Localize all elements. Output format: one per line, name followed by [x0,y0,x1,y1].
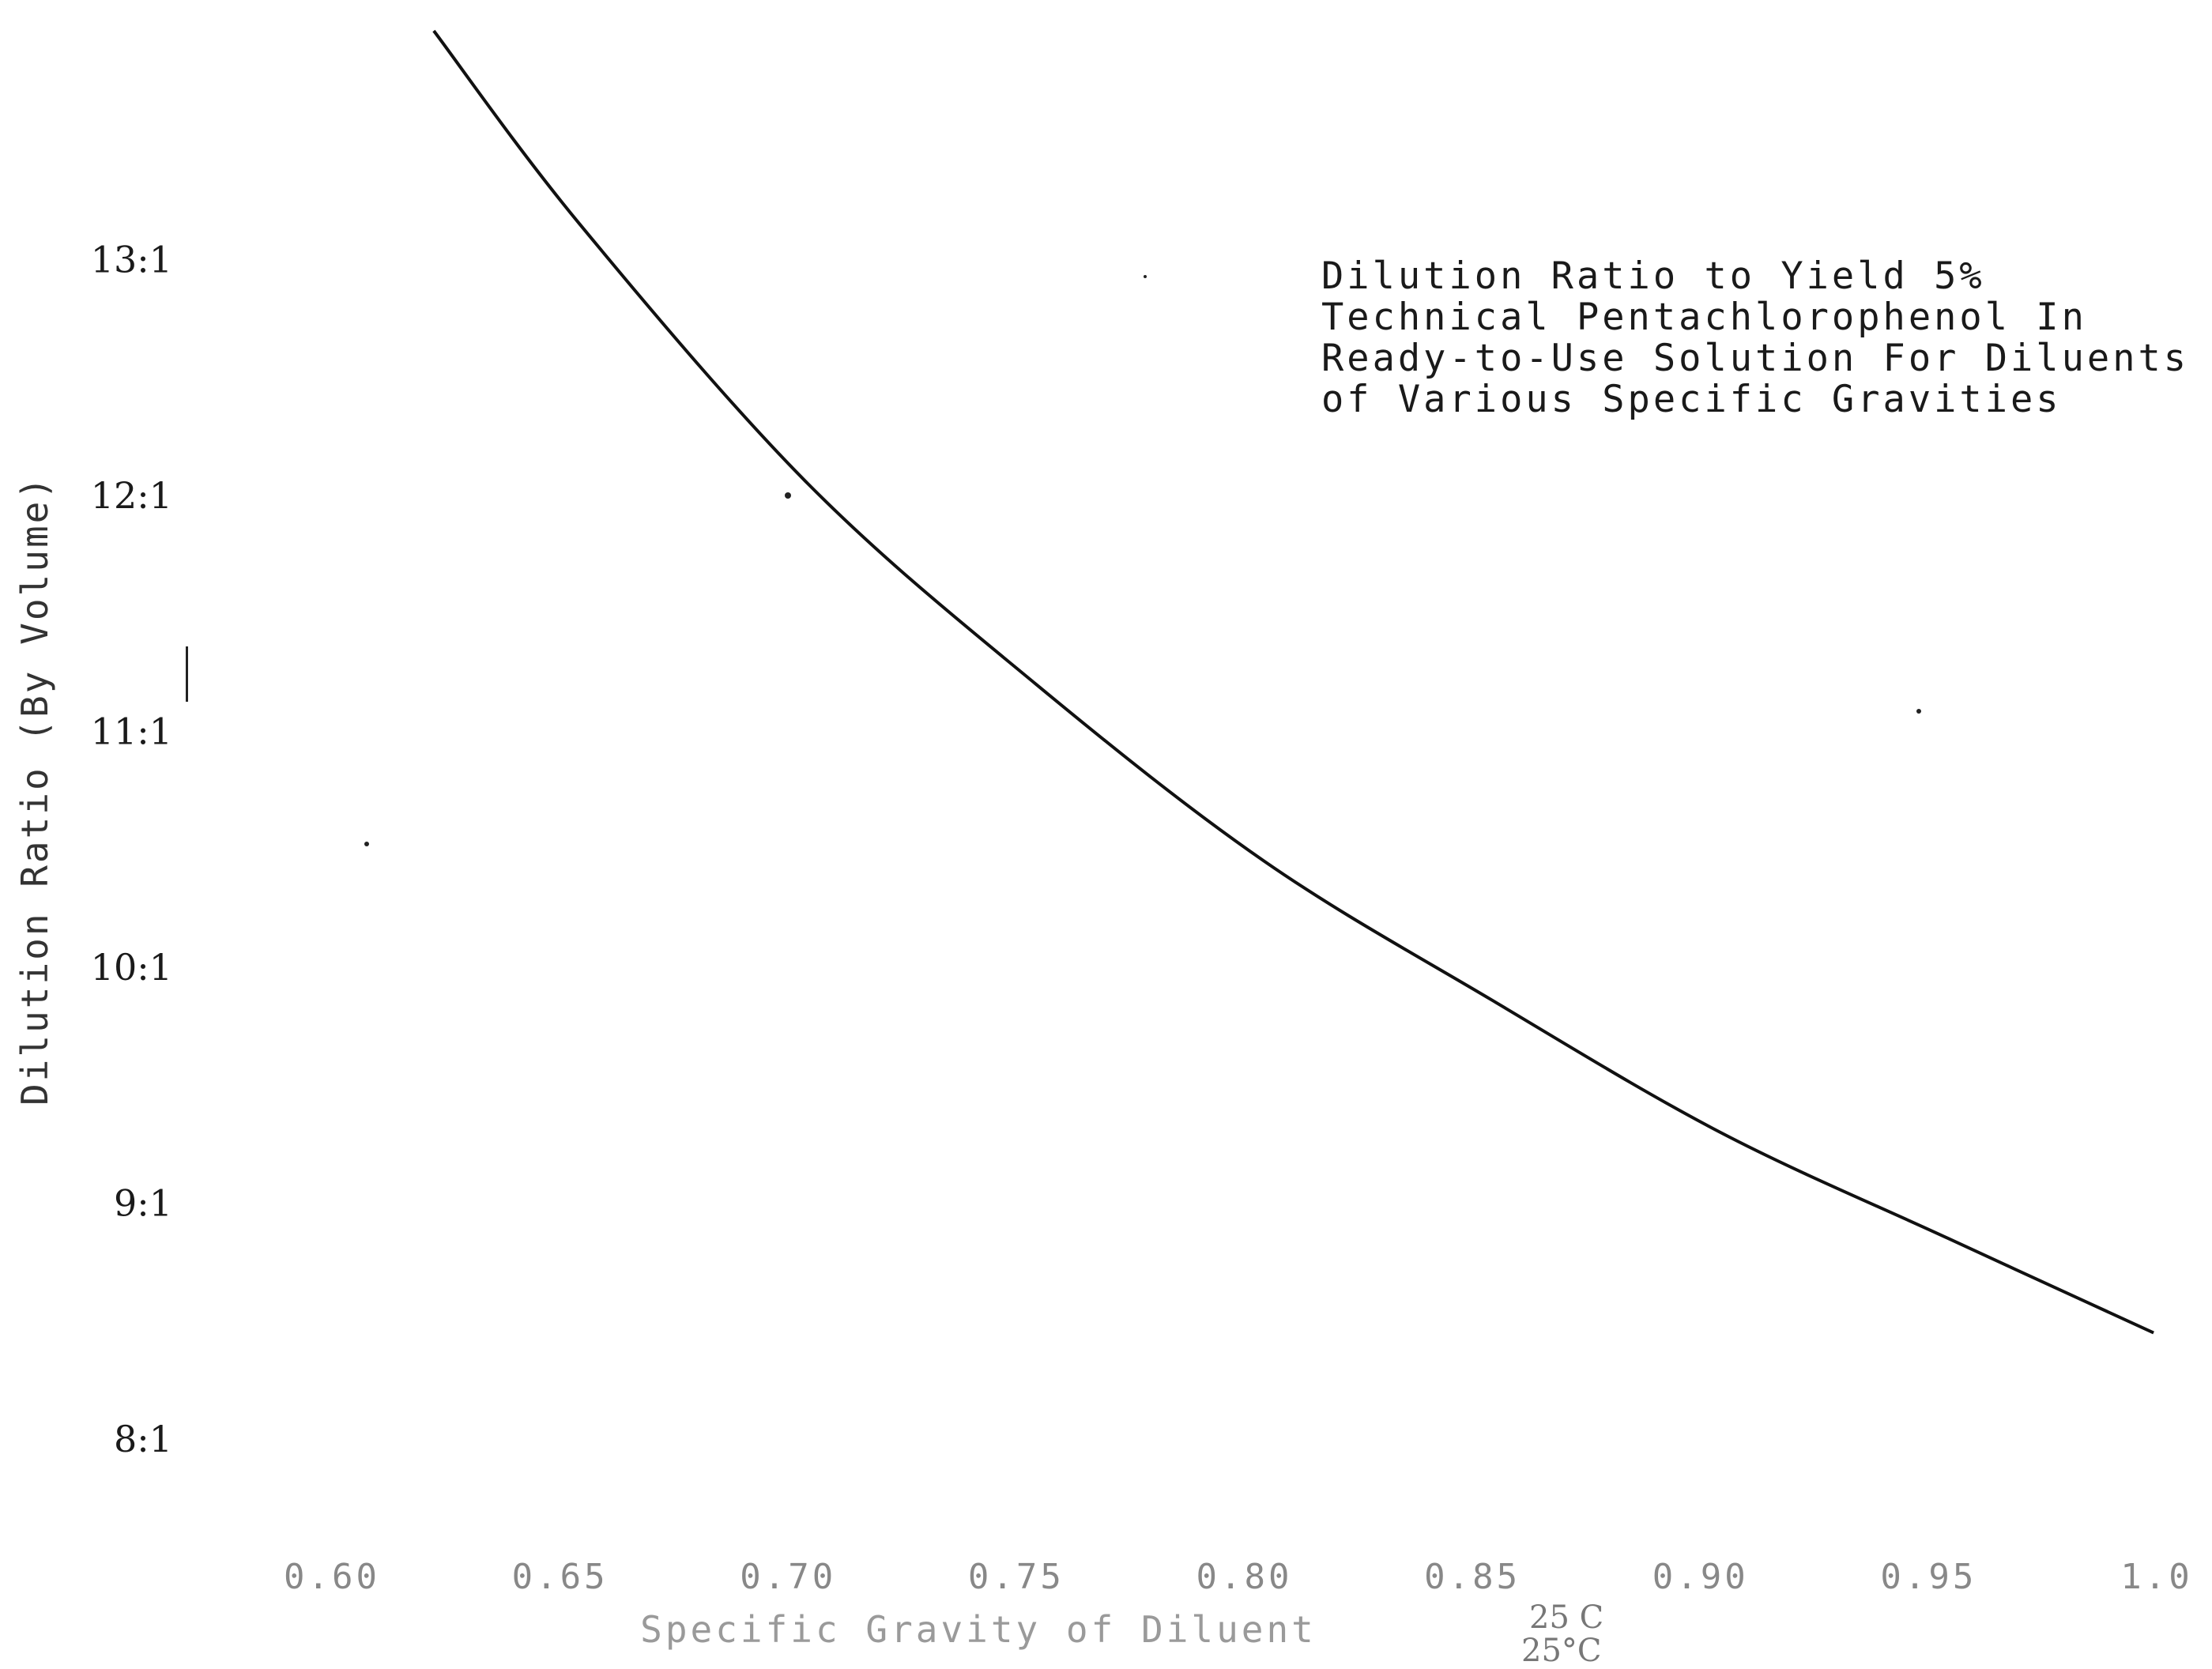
x-axis-label: Specific Gravity of Diluent [640,1608,1317,1651]
scan-mark [186,646,188,702]
x-tick-label: 0.90 [1652,1557,1749,1597]
y-tick-labels: 8:1 9:1 10:1 11:1 12:1 13:1 [91,238,172,1460]
x-unit-label-top: 25 C [1529,1599,1603,1636]
y-tick-label: 12:1 [91,474,172,517]
x-tick-label: 0.70 [740,1557,836,1597]
y-tick-label: 8:1 [114,1418,172,1460]
y-tick-label: 10:1 [91,946,172,989]
y-tick-label: 13:1 [91,238,172,281]
chart-title-line-3: Ready-to-Use Solution For Diluents [1321,337,2189,380]
series-line [432,29,2154,1335]
scan-speck [785,492,791,499]
x-tick-labels: 0.60 0.65 0.70 0.75 0.80 0.85 0.90 0.95 1.0 [284,1557,2192,1597]
scan-speck [1144,275,1147,278]
chart-title-line-1: Dilution Ratio to Yield 5% [1321,254,1985,298]
chart-title-line-2: Technical Pentachlorophenol In [1321,296,2087,339]
series-group [432,29,2154,1335]
x-tick-label: 0.75 [968,1557,1065,1597]
x-tick-label: 1.0 [2120,1557,2192,1597]
y-tick-label: 11:1 [91,710,172,752]
chart-title: Dilution Ratio to Yield 5% Technical Pen… [1321,254,2189,421]
x-tick-label: 0.95 [1880,1557,1976,1597]
x-unit-label-bottom: 25°C [1521,1633,1602,1669]
x-tick-label: 0.60 [284,1557,380,1597]
y-tick-label: 9:1 [114,1181,172,1224]
x-tick-label: 0.65 [512,1557,609,1597]
scan-speck [364,842,369,846]
chart-title-line-4: of Various Specific Gravities [1321,378,2062,421]
x-tick-label: 0.80 [1196,1557,1293,1597]
x-tick-label: 0.85 [1424,1557,1521,1597]
scan-speck [1916,709,1921,714]
y-axis-label: Dilution Ratio (By Volume) [13,475,56,1106]
